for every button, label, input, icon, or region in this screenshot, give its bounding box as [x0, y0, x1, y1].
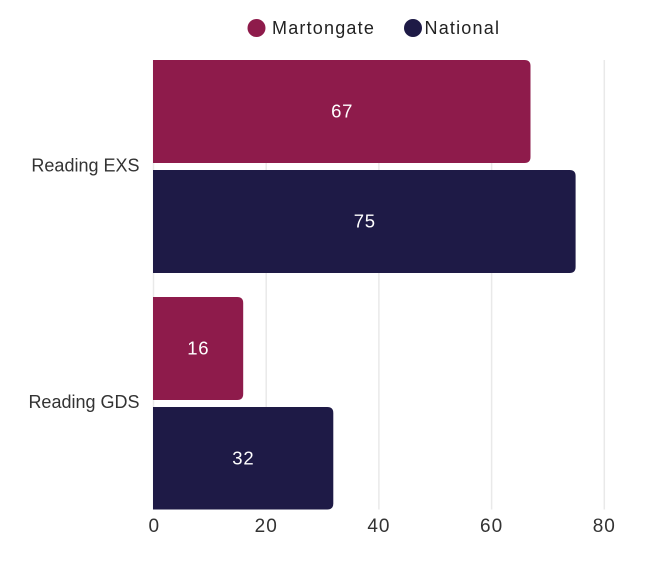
svg-text:16: 16: [187, 338, 209, 359]
svg-text:Reading EXS: Reading EXS: [31, 156, 139, 176]
svg-text:20: 20: [255, 516, 278, 537]
svg-text:0: 0: [149, 516, 161, 537]
svg-text:Reading GDS: Reading GDS: [28, 392, 139, 412]
svg-text:Martongate: Martongate: [272, 18, 375, 38]
svg-text:40: 40: [367, 516, 390, 537]
svg-text:75: 75: [354, 211, 376, 232]
svg-text:32: 32: [232, 447, 254, 468]
svg-text:67: 67: [331, 101, 353, 122]
svg-text:60: 60: [480, 516, 503, 537]
svg-text:National: National: [425, 18, 501, 38]
svg-text:80: 80: [593, 516, 616, 537]
